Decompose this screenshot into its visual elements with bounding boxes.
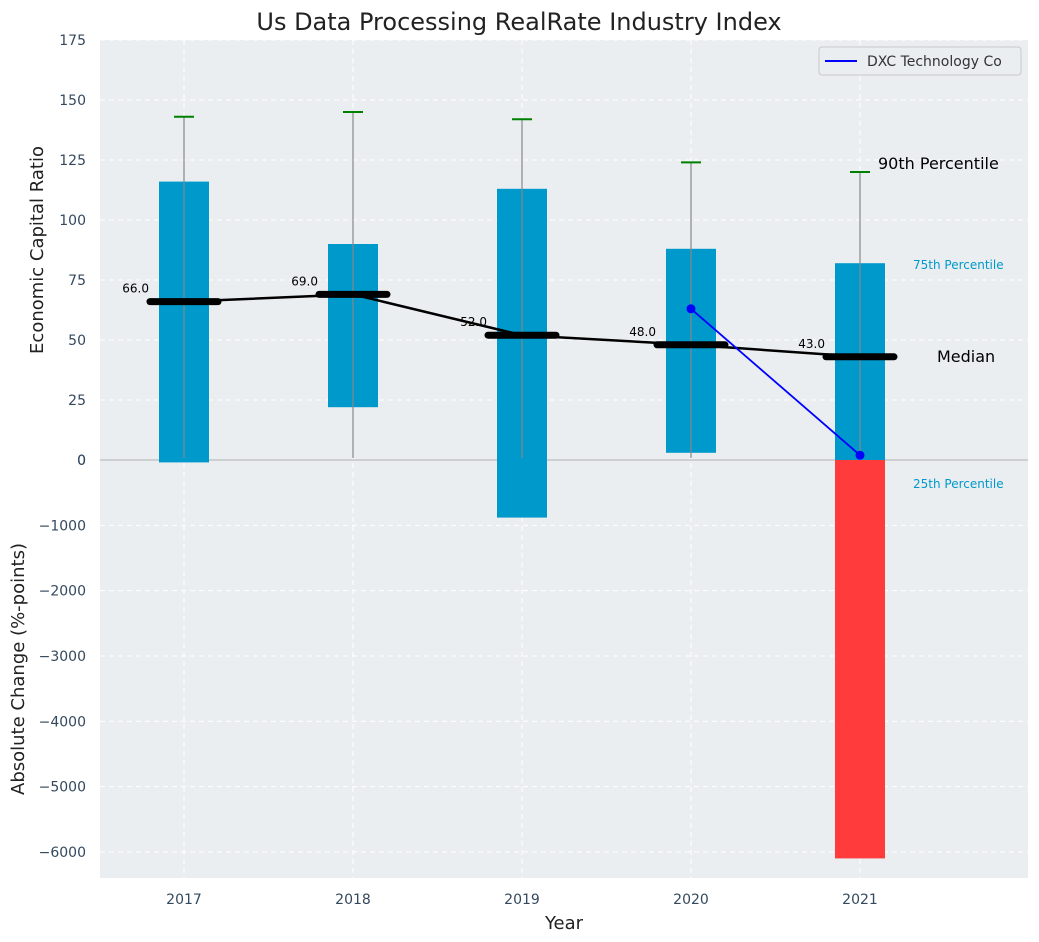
top-y-tick-label: 0 [77, 453, 86, 469]
bottom-y-tick-label: −6000 [39, 845, 86, 861]
chart-title: Us Data Processing RealRate Industry Ind… [256, 8, 781, 36]
absolute-change-bar [835, 460, 885, 859]
annotation-90th-percentile: 90th Percentile [878, 154, 999, 173]
bottom-y-tick-label: −5000 [39, 780, 86, 796]
top-plot-area [100, 40, 1028, 460]
legend-entry-label: DXC Technology Co [867, 54, 1002, 70]
annotation-75th-percentile: 75th Percentile [913, 258, 1004, 272]
bottom-y-tick-label: −3000 [39, 649, 86, 665]
top-y-tick-label: 175 [59, 33, 86, 49]
legend-box [818, 46, 1022, 76]
median-value-label: 69.0 [291, 274, 318, 288]
annotation-25th-percentile: 25th Percentile [913, 477, 1004, 491]
top-y-tick-label: 150 [59, 93, 86, 109]
median-value-label: 52.0 [460, 315, 487, 329]
bottom-y-axis-label: Absolute Change (%-points) [8, 543, 29, 795]
top-y-tick-label: 125 [59, 153, 86, 169]
bottom-plot-area [100, 460, 1028, 878]
top-y-tick-label: 75 [68, 273, 86, 289]
company-point [686, 304, 696, 314]
median-value-label: 48.0 [629, 325, 656, 339]
bottom-y-tick-label: −4000 [39, 714, 86, 730]
median-value-label: 43.0 [798, 337, 825, 351]
top-y-tick-label: 25 [68, 393, 86, 409]
x-tick-label: 2021 [842, 892, 878, 908]
bottom-y-tick-label: −2000 [39, 584, 86, 600]
company-line [690, 308, 861, 456]
bottom-y-tick-label: 0 [77, 453, 86, 469]
top-y-tick-label: 50 [68, 333, 86, 349]
top-y-tick-label: 100 [59, 213, 86, 229]
x-tick-label: 2017 [166, 892, 202, 908]
x-axis-label: Year [544, 913, 584, 934]
x-tick-label: 2020 [673, 892, 709, 908]
company-point [855, 450, 865, 460]
median-value-label: 66.0 [122, 282, 149, 296]
bottom-y-tick-label: −1000 [39, 518, 86, 534]
annotation-median: Median [937, 347, 995, 366]
x-tick-label: 2018 [335, 892, 371, 908]
x-tick-label: 2019 [504, 892, 540, 908]
top-y-axis-label: Economic Capital Ratio [27, 146, 48, 354]
